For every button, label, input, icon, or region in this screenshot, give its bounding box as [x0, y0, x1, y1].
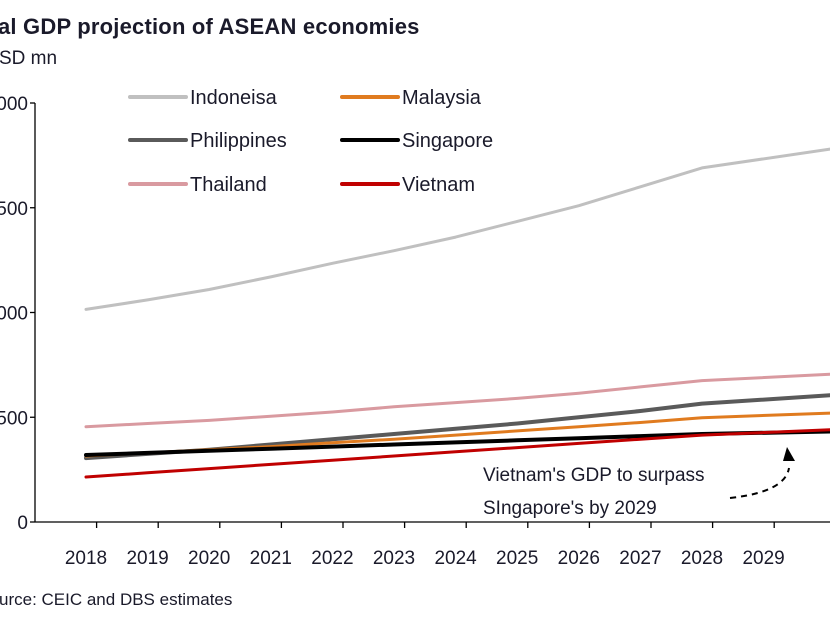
- series-line-singapore: [84, 429, 830, 457]
- legend-item: Vietnam: [340, 174, 475, 196]
- annotation-text: SIngapore's by 2029: [483, 498, 657, 519]
- x-tick-label: 2019: [126, 548, 168, 569]
- legend-item: Malaysia: [340, 87, 482, 109]
- legend-label: Philippines: [190, 130, 287, 152]
- y-tick-label: 500: [0, 408, 28, 429]
- x-tick-label: 2022: [311, 548, 353, 569]
- series-line-philippines: [84, 393, 830, 461]
- axes: 0 500 000 500 000 2018 2019 2020 2021 2022 2023 202…: [0, 94, 830, 569]
- legend-label: Thailand: [190, 174, 267, 196]
- x-tick-label: 2028: [681, 548, 723, 569]
- chart-title: al GDP projection of ASEAN economies: [0, 14, 420, 39]
- legend-item: Philippines: [128, 130, 287, 152]
- legend-label: Malaysia: [402, 87, 482, 109]
- y-axis-unit-label: SD mn: [0, 48, 58, 69]
- x-tick-label: 2020: [188, 548, 230, 569]
- legend-item: Indoneisa: [128, 87, 278, 109]
- series-line-indoneisa: [84, 147, 830, 311]
- x-tick-label: 2029: [742, 548, 784, 569]
- series-line-vietnam: [84, 428, 830, 479]
- y-tick-label: 000: [0, 94, 28, 115]
- series-lines: [84, 147, 830, 479]
- series-line-thailand: [84, 372, 830, 429]
- x-tick-label: 2025: [496, 548, 538, 569]
- annotation: Vietnam's GDP to surpass SIngapore's by 2…: [483, 447, 795, 519]
- annotation-arrow-line: [729, 467, 790, 499]
- x-tick-label: 2026: [558, 548, 600, 569]
- x-tick-label: 2024: [434, 548, 477, 569]
- legend-item: Singapore: [340, 130, 493, 152]
- legend-label: Vietnam: [402, 174, 475, 196]
- x-tick-label: 2021: [250, 548, 292, 569]
- legend-label: Indoneisa: [190, 87, 278, 109]
- annotation-arrow-head: [783, 447, 795, 461]
- y-tick-label: 500: [0, 199, 28, 220]
- legend: Indoneisa Malaysia Philippines Singapore Tha…: [128, 87, 493, 196]
- legend-label: Singapore: [402, 130, 493, 152]
- x-tick-label: 2023: [373, 548, 415, 569]
- y-tick-label: 000: [0, 304, 28, 325]
- x-tick-label: 2027: [619, 548, 661, 569]
- legend-item: Thailand: [128, 174, 267, 196]
- annotation-text: Vietnam's GDP to surpass: [483, 465, 705, 486]
- y-tick-label: 0: [17, 513, 28, 534]
- x-tick-label: 2018: [65, 548, 107, 569]
- source-note: urce: CEIC and DBS estimates: [0, 590, 233, 609]
